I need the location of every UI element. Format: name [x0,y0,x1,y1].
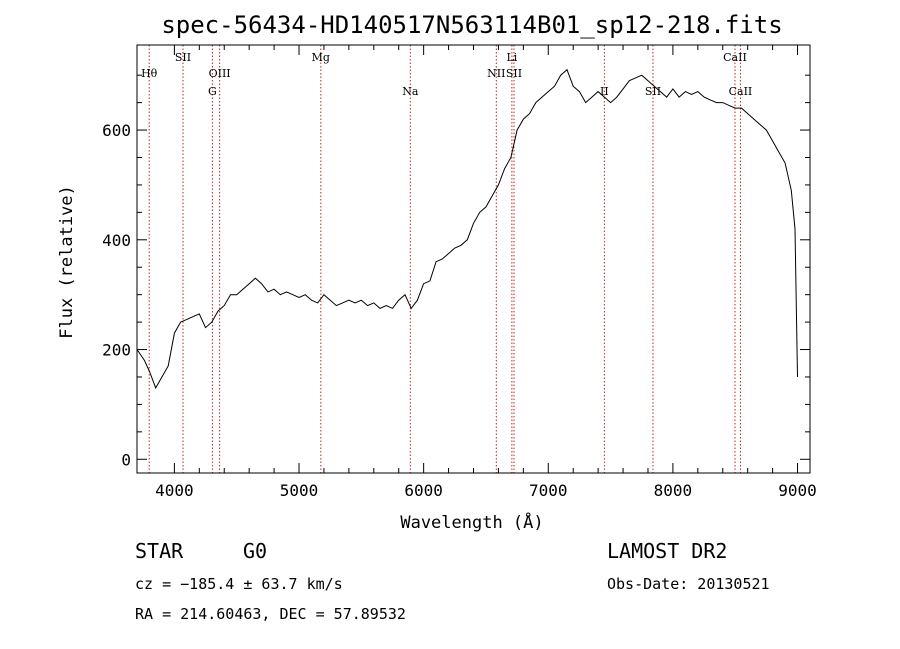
emission-line-label: Li [506,51,517,64]
y-tick-label: 600 [102,121,131,140]
emission-line-label: NII [487,67,505,80]
emission-line-label: Na [402,85,419,98]
x-tick-label: 7000 [529,481,568,500]
emission-line-label: Hθ [141,67,158,80]
x-tick-label: 4000 [155,481,194,500]
redshift-value: cz = −185.4 ± 63.7 km/s [135,575,343,593]
emission-line-label: SII [175,51,191,64]
x-tick-label: 6000 [404,481,443,500]
emission-line-label: OIII [209,67,231,80]
object-subclass: G0 [243,539,267,563]
y-axis-label: Flux (relative) [57,185,77,339]
observation-date: Obs-Date: 20130521 [607,575,770,593]
plot-frame [136,44,811,474]
y-tick-label: 200 [102,341,131,360]
coordinates: RA = 214.60463, DEC = 57.89532 [135,605,406,623]
emission-line-label: CaII [723,51,747,64]
emission-line-label: SII [645,85,661,98]
axis-ticks: 4000 5000 6000 7000 8000 9000 0 200 400 600 [102,45,817,500]
emission-line-markers [148,45,741,473]
emission-line-label: G [208,85,217,98]
survey-name: LAMOST DR2 [607,539,727,563]
y-tick-label: 0 [121,450,131,469]
x-tick-label: 9000 [778,481,817,500]
emission-line-label: SII [506,67,522,80]
y-tick-label: 400 [102,231,131,250]
emission-line-label: II [600,85,609,98]
emission-line-label: Mg [312,51,330,64]
x-tick-label: 8000 [654,481,693,500]
chart-title: spec-56434-HD140517N563114B01_sp12-218.f… [161,11,782,39]
x-axis-label: Wavelength (Å) [400,511,543,533]
spectrum-line [136,68,798,390]
object-class: STAR [135,539,184,563]
emission-line-label: CaII [729,85,753,98]
x-tick-label: 5000 [280,481,319,500]
